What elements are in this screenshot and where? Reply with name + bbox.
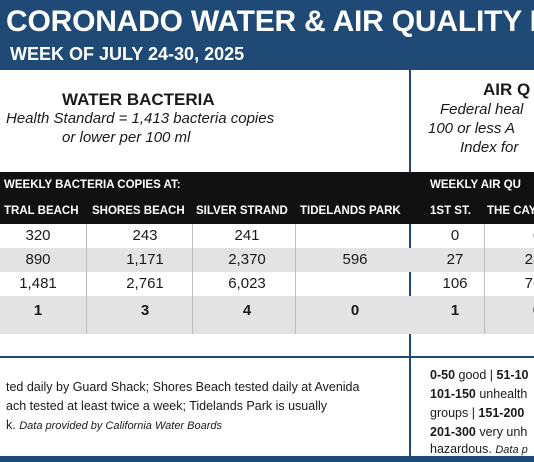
column-header-row: TRAL BEACH SHORES BEACH SILVER STRAND TI… [0,200,534,224]
air-legend-line3: groups | 151-200 [430,404,524,423]
column-separator [192,224,193,334]
air-legend-line4: 201-300 very unh [430,423,527,442]
table-cell: 0 [522,302,534,319]
table-cell: 6,023 [228,275,266,292]
table-cell: 890 [25,251,51,268]
col-header-shores-beach: SHORES BEACH [92,205,185,217]
aqi-range-unhealthy-sensitive: 101-150 [430,387,476,401]
table-cell: 596 [342,251,368,268]
aqi-unhealthy-sensitive-label: unhealth [475,387,528,401]
water-standard-line2: or lower per 100 ml [62,129,191,146]
water-data-source: Data provided by California Water Boards [19,420,223,432]
air-legend-line1: 0-50 good | 51-10 [430,366,529,385]
table-cell: 241 [234,227,260,244]
aqi-very-unhealthy-label: very unh [475,425,528,439]
col-header-the-cay: THE CAY [487,205,534,217]
table-cell: 2,370 [228,251,266,268]
aqi-hazardous-label: hazardous. [430,442,492,456]
air-data-source: Data p [495,444,528,456]
table-bottom-rule [0,356,534,358]
table-cell: 0 [350,302,360,319]
water-footnote-line2: ach tested at least twice a week; Tidela… [6,399,327,413]
column-separator [295,224,296,334]
table-row: 1,481 2,761 6,023 106 76 [0,272,534,296]
week-subtitle: WEEK OF JULY 24-30, 2025 [10,44,245,64]
aqi-groups-label: groups | [430,406,479,420]
table-cell: 2,761 [126,275,164,292]
air-weekly-label: WEEKLY AIR QU [430,179,521,191]
table-cell: 1 [33,302,43,319]
water-footnote-line1: ted daily by Guard Shack; Shores Beach t… [6,380,360,394]
col-header-1st-st: 1ST ST. [430,205,471,217]
water-footnote-line3: k. Data provided by California Water Boa… [6,416,222,436]
water-bacteria-heading: WATER BACTERIA [62,90,215,109]
air-standard-line3: Index for [460,139,519,156]
table-cell: 4 [242,302,252,319]
water-standard-line1: Health Standard = 1,413 bacteria copies [6,110,275,127]
water-footnote-text: k. [6,418,16,432]
aqi-range-unhealthy: 151-200 [478,406,525,420]
table-row-ranking: 1 3 4 0 1 0 [0,296,534,334]
col-header-tidelands-park: TIDELANDS PARK [300,205,401,217]
water-weekly-label: WEEKLY BACTERIA COPIES AT: [4,179,181,191]
air-legend-line5: hazardous. Data p [430,440,528,460]
page-title: CORONADO WATER & AIR QUALITY R [6,5,534,38]
table-cell: 320 [25,227,51,244]
aqi-range-good: 0-50 [430,368,456,382]
aqi-range-moderate: 51-10 [496,368,529,382]
weekly-label-bar: WEEKLY BACTERIA COPIES AT: WEEKLY AIR QU [0,172,534,200]
table-cell: 106 [442,275,468,292]
air-standard-line1: Federal heal [440,101,524,118]
report-header: CORONADO WATER & AIR QUALITY R WEEK OF J… [0,0,534,70]
air-quality-heading: AIR Q [483,80,531,99]
col-header-silver-strand: SILVER STRAND [196,205,288,217]
table-cell: 1 [450,302,460,319]
table-cell: 6 [522,227,534,244]
col-header-central-beach: TRAL BEACH [4,205,79,217]
table-cell: 23 [524,251,534,268]
table-cell: 1,171 [126,251,164,268]
column-separator [86,224,87,334]
table-cell: 1,481 [19,275,57,292]
column-separator [484,224,485,334]
table-row: 320 243 241 0 6 [0,224,534,248]
table-cell: 27 [446,251,464,268]
table-cell: 76 [524,275,534,292]
air-legend-line2: 101-150 unhealth [430,385,527,404]
table-cell: 3 [140,302,150,319]
air-standard-line2: 100 or less A [428,120,515,137]
table-cell: 243 [132,227,158,244]
aqi-range-very-unhealthy: 201-300 [430,425,476,439]
table-cell: 0 [450,227,460,244]
table-row: 890 1,171 2,370 596 27 23 [0,248,534,272]
bottom-bar [0,456,534,462]
aqi-good-label: good | [455,368,497,382]
